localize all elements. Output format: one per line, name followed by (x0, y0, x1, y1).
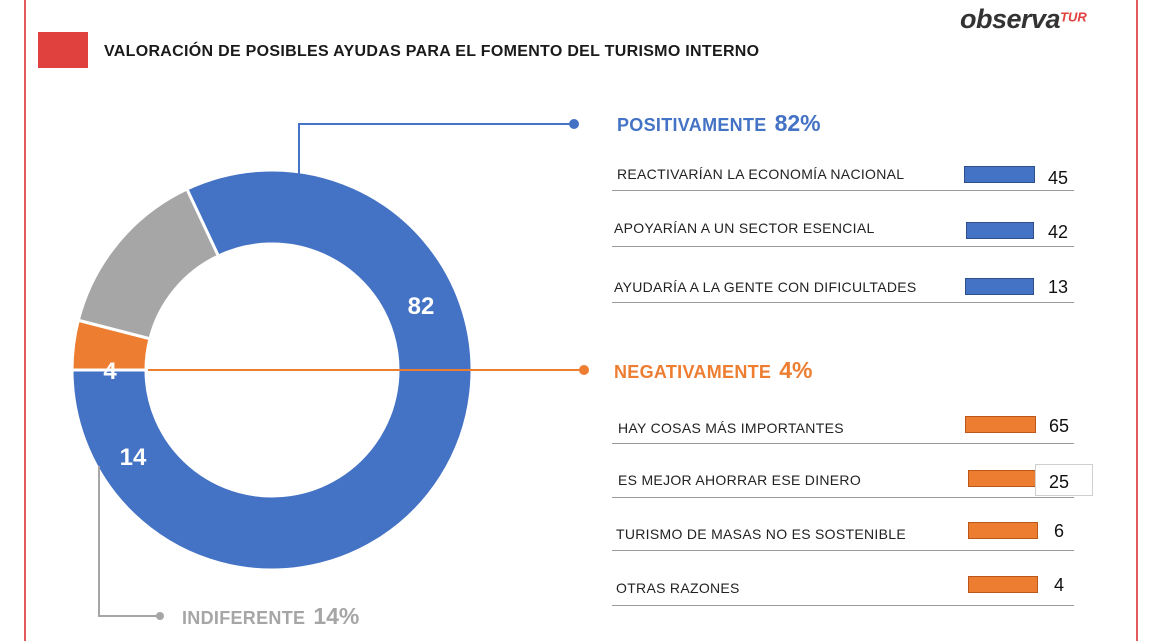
indifferent-heading-percent: 14% (313, 603, 360, 629)
negative-bar (965, 416, 1036, 433)
frame-right-border (1136, 0, 1138, 641)
positive-heading: POSITIVAMENTE 82% (617, 110, 821, 137)
positive-bar (966, 222, 1034, 239)
indifferent-heading-label: INDIFERENTE (182, 608, 306, 628)
donut-label-negative: 4 (103, 358, 117, 385)
title-accent-square (38, 32, 88, 68)
positive-heading-percent: 82% (774, 110, 821, 136)
donut-segment-positive (70, 168, 474, 572)
frame-left-border (24, 0, 26, 641)
value-highlight-box (1035, 464, 1093, 496)
positive-connector-dot (569, 119, 579, 129)
negative-row-value: 6 (1054, 521, 1065, 541)
positive-connector-line (298, 123, 573, 196)
negative-row-label: TURISMO DE MASAS NO ES SOSTENIBLE (616, 526, 906, 542)
negative-row-label: ES MEJOR AHORRAR ESE DINERO (618, 472, 862, 488)
negative-connector-dot (579, 365, 589, 375)
positive-row-label: REACTIVARÍAN LA ECONOMÍA NACIONAL (617, 166, 905, 182)
donut-label-indifferent: 14 (120, 444, 147, 471)
donut-ring (70, 168, 474, 572)
indifferent-connector-dot (156, 612, 164, 620)
row-separator (612, 605, 1074, 606)
logo-main-text: observa (960, 4, 1061, 34)
donut-segment-indifferent (76, 187, 221, 341)
negative-heading-percent: 4% (779, 357, 813, 383)
negative-row-value: 25 (1049, 472, 1070, 492)
observatur-logo: observaTUR (960, 4, 1087, 35)
row-separator (612, 190, 1074, 191)
positive-row-value: 13 (1048, 277, 1069, 297)
negative-bar (968, 470, 1036, 487)
positive-bar (964, 166, 1035, 183)
negative-row-label: HAY COSAS MÁS IMPORTANTES (618, 420, 844, 436)
positive-row-value: 42 (1048, 222, 1069, 242)
page-title: VALORACIÓN DE POSIBLES AYUDAS PARA EL FO… (104, 43, 760, 60)
logo-sup-text: TUR (1060, 9, 1087, 25)
positive-bar (965, 278, 1034, 295)
positive-row-label: APOYARÍAN A UN SECTOR ESENCIAL (614, 220, 875, 236)
positive-row-value: 45 (1048, 168, 1069, 188)
row-separator (612, 497, 1074, 498)
positive-row-label: AYUDARÍA A LA GENTE CON DIFICULTADES (614, 279, 917, 295)
row-separator (612, 246, 1074, 247)
negative-bar (968, 576, 1038, 593)
negative-row-value: 65 (1049, 416, 1070, 436)
row-separator (612, 302, 1074, 303)
donut-label-positive: 82 (408, 293, 435, 320)
negative-heading: NEGATIVAMENTE 4% (614, 357, 812, 384)
row-separator (612, 443, 1074, 444)
row-separator (612, 550, 1074, 551)
indifferent-connector-line (98, 466, 157, 617)
indifferent-heading: INDIFERENTE 14% (182, 603, 359, 630)
negative-heading-label: NEGATIVAMENTE (614, 362, 772, 382)
negative-bar (968, 522, 1038, 539)
negative-row-label: OTRAS RAZONES (616, 580, 740, 596)
negative-row-value: 4 (1054, 575, 1065, 595)
positive-heading-label: POSITIVAMENTE (617, 115, 767, 135)
